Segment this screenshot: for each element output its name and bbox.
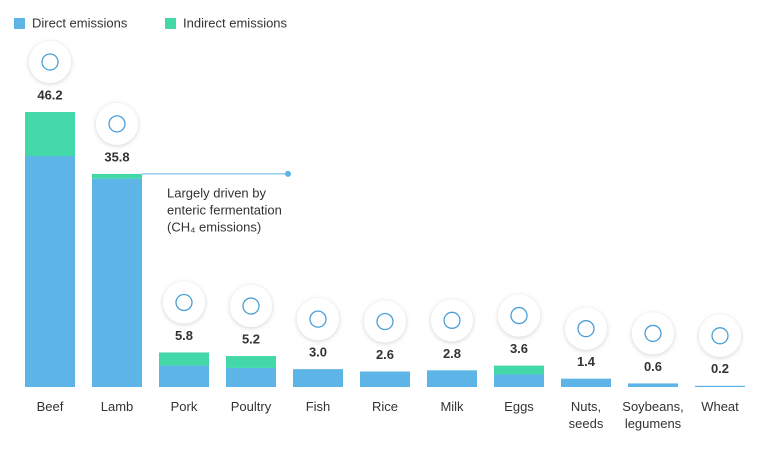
bar-segment <box>494 365 544 375</box>
icon-glyph <box>443 311 461 329</box>
food-icon <box>230 285 272 328</box>
icon-circle <box>297 298 339 341</box>
x-tick-label: Eggs <box>504 399 534 414</box>
annotation-text: Largely driven by <box>167 185 266 200</box>
legend-swatch <box>165 18 176 29</box>
total-label: 46.2 <box>37 87 62 102</box>
x-tick-label: Soybeans, legumens <box>622 399 684 431</box>
x-tick-label: Poultry <box>230 399 272 414</box>
annotation-dot <box>285 170 291 177</box>
total-label: 3.6 <box>510 341 528 356</box>
bar-segment <box>695 385 745 387</box>
legend-label: Direct emissions <box>32 15 128 30</box>
icon-circle <box>163 281 205 324</box>
total-label: 5.8 <box>175 328 193 343</box>
bar-segment <box>427 370 477 387</box>
food-icon <box>96 102 138 145</box>
bar-segment <box>25 112 75 157</box>
food-icon <box>297 298 339 341</box>
icon-circle <box>29 41 71 83</box>
icon-glyph <box>577 320 595 338</box>
food-icon <box>29 41 71 83</box>
legend-label: Indirect emissions <box>183 15 288 30</box>
annotation-text: enteric fermentation <box>167 202 282 217</box>
annotation-text: (CH₄ emissions) <box>167 219 261 234</box>
total-label: 0.6 <box>644 359 662 374</box>
food-icon <box>565 307 607 350</box>
x-tick-label: Beef <box>36 399 64 414</box>
bar-segment <box>494 374 544 387</box>
bar-segment <box>226 356 276 368</box>
icon-glyph <box>376 312 394 331</box>
food-icon <box>632 312 674 355</box>
icon-circle <box>632 312 674 355</box>
bar-segment <box>92 173 142 179</box>
x-tick-label: Wheat <box>701 399 739 414</box>
food-icon <box>498 294 540 337</box>
bar-segment <box>561 378 611 387</box>
bar-segment <box>159 352 209 366</box>
food-icon <box>364 300 406 343</box>
total-label: 2.6 <box>376 347 394 362</box>
icon-circle <box>565 307 607 350</box>
icon-glyph <box>309 310 327 328</box>
total-label: 3.0 <box>309 345 327 360</box>
bar-segment <box>360 371 410 387</box>
total-label: 5.2 <box>242 331 260 346</box>
x-tick-label: Fish <box>305 399 331 414</box>
total-label: 2.8 <box>443 346 461 361</box>
total-label: 0.2 <box>711 361 729 376</box>
legend-swatch <box>14 18 25 29</box>
food-icon <box>163 281 205 324</box>
bar-segment <box>628 383 678 387</box>
x-tick-label: Rice <box>371 399 398 414</box>
icon-glyph <box>242 297 260 315</box>
total-label: 1.4 <box>577 354 596 369</box>
bar-segment <box>92 178 142 387</box>
icon-glyph <box>711 327 729 345</box>
food-icon <box>699 314 741 357</box>
icon-glyph <box>108 115 126 133</box>
icon-circle <box>431 299 473 342</box>
icon-glyph <box>510 306 528 325</box>
icon-circle <box>699 314 741 357</box>
x-tick-label: Milk <box>440 399 464 414</box>
icon-circle <box>230 285 272 328</box>
icon-circle <box>364 300 406 343</box>
x-tick-label: Pork <box>170 399 198 414</box>
bar-segment <box>159 365 209 387</box>
icon-glyph <box>644 324 662 343</box>
icon-glyph <box>41 53 59 71</box>
icon-circle <box>498 294 540 337</box>
bar-segment <box>226 367 276 387</box>
food-icon <box>431 299 473 342</box>
bar-segment <box>25 156 75 387</box>
icon-glyph <box>175 293 193 312</box>
x-tick-label: Lamb <box>100 399 134 414</box>
bar-segment <box>293 369 343 387</box>
icon-circle <box>96 102 138 145</box>
x-tick-label: Nuts, seeds <box>568 399 604 431</box>
total-label: 35.8 <box>104 149 129 164</box>
